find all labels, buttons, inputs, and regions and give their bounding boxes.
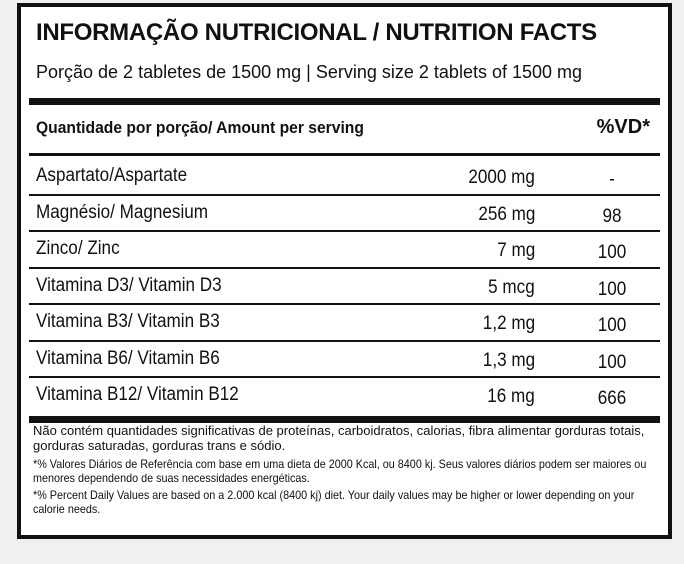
nutrient-table: Aspartato/Aspartate 2000 mg - Magnésio/ … <box>29 159 660 415</box>
footnote-dv-en: *% Percent Daily Values are based on a 2… <box>33 488 635 517</box>
nutrient-amount: 2000 mg <box>468 167 535 188</box>
nutrient-dv: 100 <box>597 278 627 300</box>
divider-footer <box>29 416 660 423</box>
nutrient-name: Vitamina D3/ Vitamin D3 <box>36 274 222 296</box>
footnote-dv-pt: *% Valores Diários de Referência com bas… <box>33 456 647 485</box>
nutrient-amount: 1,3 mg <box>482 349 535 371</box>
nutrient-dv: 98 <box>602 205 622 227</box>
nutrient-name: Aspartato/Aspartate <box>36 165 188 186</box>
table-row: Aspartato/Aspartate 2000 mg - <box>29 159 660 196</box>
table-row: Vitamina D3/ Vitamin D3 5 mcg 100 <box>29 269 660 305</box>
footnotes: Não contém quantidades significativas de… <box>33 423 662 517</box>
nutrient-name: Vitamina B3/ Vitamin B3 <box>36 311 220 332</box>
nutrient-dv: - <box>609 169 615 190</box>
header-daily-value: %VD* <box>596 116 650 138</box>
nutrient-amount: 5 mcg <box>488 276 535 298</box>
nutrient-amount: 16 mg <box>487 386 535 407</box>
nutrition-facts-label: INFORMAÇÃO NUTRICIONAL / NUTRITION FACTS… <box>17 3 672 539</box>
label-title: INFORMAÇÃO NUTRICIONAL / NUTRITION FACTS <box>36 19 597 46</box>
table-row: Vitamina B6/ Vitamin B6 1,3 mg 100 <box>29 342 660 378</box>
nutrient-dv: 100 <box>597 242 627 263</box>
nutrient-name: Vitamina B6/ Vitamin B6 <box>36 347 220 369</box>
nutrient-name: Zinco/ Zinc <box>36 238 120 259</box>
table-row: Vitamina B3/ Vitamin B3 1,2 mg 100 <box>29 305 660 342</box>
nutrient-amount: 256 mg <box>477 203 535 225</box>
nutrient-amount: 1,2 mg <box>482 313 535 334</box>
header-quantity: Quantidade por porção/ Amount per servin… <box>36 118 364 137</box>
serving-size: Porção de 2 tabletes de 1500 mg | Servin… <box>36 62 583 82</box>
divider-header <box>29 153 660 156</box>
nutrient-dv: 666 <box>597 388 627 409</box>
table-row: Vitamina B12/ Vitamin B12 16 mg 666 <box>29 378 660 415</box>
footnote-nutrients: Não contém quantidades significativas de… <box>33 423 645 453</box>
table-row: Magnésio/ Magnesium 256 mg 98 <box>29 196 660 232</box>
nutrient-name: Magnésio/ Magnesium <box>36 201 209 223</box>
nutrient-dv: 100 <box>597 315 627 336</box>
nutrient-amount: 7 mg <box>496 240 535 261</box>
divider-thick <box>29 98 660 105</box>
nutrient-dv: 100 <box>597 351 627 373</box>
nutrient-name: Vitamina B12/ Vitamin B12 <box>36 384 239 405</box>
table-row: Zinco/ Zinc 7 mg 100 <box>29 232 660 269</box>
